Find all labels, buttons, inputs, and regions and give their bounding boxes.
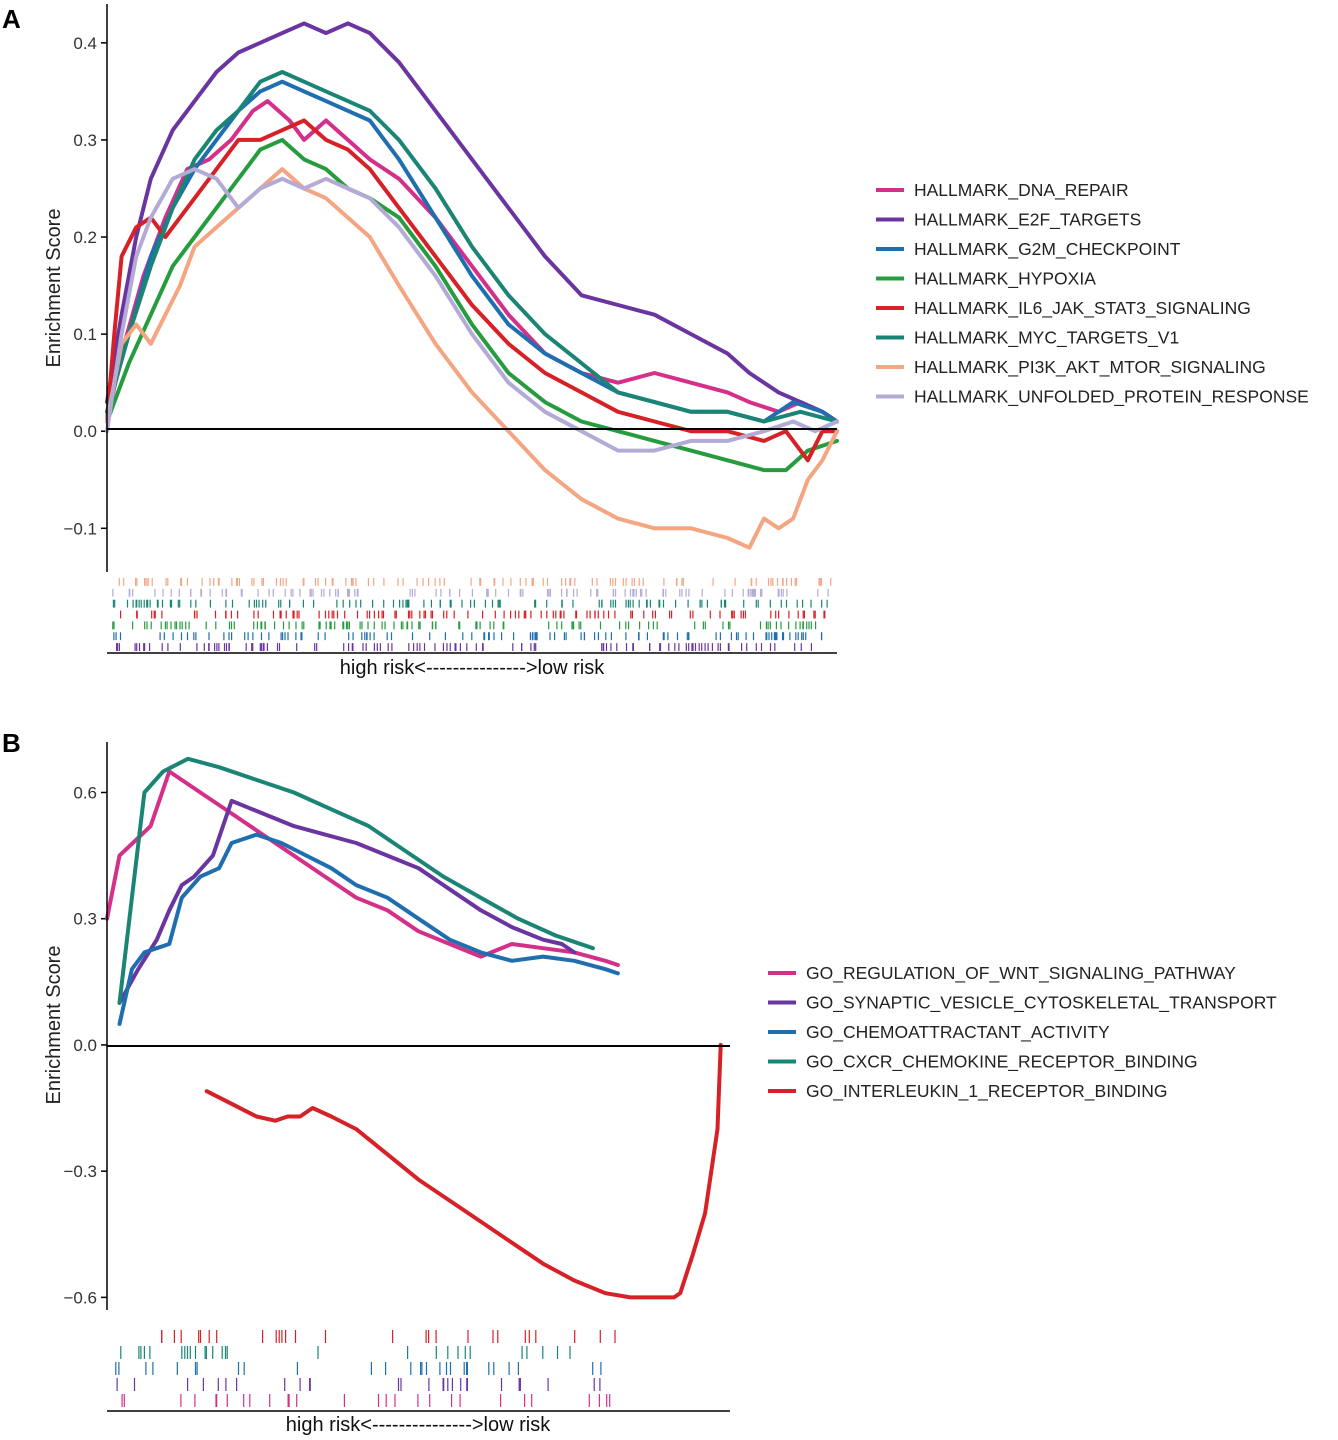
panel-b-rug [115,1330,616,1407]
panel-b: B Enrichment Score −0.6 −0.3 0.0 0.3 0.6 hig… [2,728,1277,1436]
legend-label-hallmark-g2m-checkpoint: HALLMARK_G2M_CHECKPOINT [914,239,1181,260]
series-line-go-regulation-of-wnt-signaling-pathway [105,769,620,967]
series-line-go-cxcr-chemokine-receptor-binding [117,756,595,1005]
panel-b-lines [105,756,723,1300]
legend-label-go-cxcr-chemokine-receptor-binding: GO_CXCR_CHEMOKINE_RECEPTOR_BINDING [806,1052,1198,1073]
panel-a-lines [105,21,839,550]
legend-label-go-interleukin-1-receptor-binding: GO_INTERLEUKIN_1_RECEPTOR_BINDING [806,1081,1167,1102]
legend-label-hallmark-unfolded-protein-response: HALLMARK_UNFOLDED_PROTEIN_RESPONSE [914,387,1309,408]
panel-a: A Enrichment Score −0.1 0.0 0.1 0.2 0.3 0.4 h… [2,4,1309,679]
panel-b-ytick-label: −0.3 [63,1162,97,1181]
panel-b-ytick-label: −0.6 [63,1288,97,1307]
legend-label-go-regulation-of-wnt-signaling-pathway: GO_REGULATION_OF_WNT_SIGNALING_PATHWAY [806,963,1236,984]
legend-label-hallmark-hypoxia: HALLMARK_HYPOXIA [914,269,1096,290]
panel-a-legend: HALLMARK_DNA_REPAIR HALLMARK_E2F_TARGETS H… [876,180,1309,408]
panel-a-ytick-label: 0.4 [73,34,97,53]
series-line-hallmark-dna-repair [105,99,839,424]
panel-a-ytick-label: 0.1 [73,325,97,344]
panel-a-ytick-label: 0.2 [73,228,97,247]
panel-a-ytick-label: 0.3 [73,131,97,150]
series-line-hallmark-myc-targets-v1 [105,70,839,424]
panel-b-ytick-label: 0.6 [73,783,97,802]
panel-b-label: B [2,728,21,758]
panel-b-ytick-label: 0.3 [73,910,97,929]
series-line-go-synaptic-vesicle-cytoskeletal-transport [117,798,577,1005]
panel-a-label: A [2,4,21,34]
panel-a-ylabel: Enrichment Score [43,209,65,368]
series-line-hallmark-hypoxia [105,137,839,473]
series-line-hallmark-unfolded-protein-response [105,167,839,453]
legend-label-hallmark-dna-repair: HALLMARK_DNA_REPAIR [914,180,1129,201]
legend-label-go-synaptic-vesicle-cytoskeletal-transport: GO_SYNAPTIC_VESICLE_CYTOSKELETAL_TRANSPO… [806,993,1277,1014]
panel-a-ytick-label: 0.0 [73,422,97,441]
panel-b-xlabel: high risk<--------------->low risk [286,1414,551,1436]
panel-b-yticks: −0.6 −0.3 0.0 0.3 0.6 [63,783,107,1307]
series-line-go-chemoattractant-activity [117,832,620,1026]
panel-a-xlabel: high risk<--------------->low risk [340,657,605,679]
panel-b-ylabel: Enrichment Score [43,946,65,1105]
panel-a-yticks: −0.1 0.0 0.1 0.2 0.3 0.4 [63,34,107,538]
series-line-go-interleukin-1-receptor-binding [204,1042,723,1300]
series-line-hallmark-il6-jak-stat3-signaling [105,118,839,463]
panel-a-ytick-label: −0.1 [63,519,97,538]
panel-b-legend: GO_REGULATION_OF_WNT_SIGNALING_PATHWAY GO… [768,963,1277,1102]
series-line-hallmark-pi3k-akt-mtor-signaling [105,167,839,550]
legend-label-go-chemoattractant-activity: GO_CHEMOATTRACTANT_ACTIVITY [806,1022,1110,1043]
series-line-hallmark-e2f-targets [105,21,839,424]
panel-a-rug [112,578,832,651]
legend-label-hallmark-e2f-targets: HALLMARK_E2F_TARGETS [914,210,1141,231]
panel-b-ytick-label: 0.0 [73,1036,97,1055]
legend-label-hallmark-myc-targets-v1: HALLMARK_MYC_TARGETS_V1 [914,328,1179,349]
legend-label-hallmark-pi3k-akt-mtor-signaling: HALLMARK_PI3K_AKT_MTOR_SIGNALING [914,357,1266,378]
legend-label-hallmark-il6-jak-stat3-signaling: HALLMARK_IL6_JAK_STAT3_SIGNALING [914,298,1251,319]
